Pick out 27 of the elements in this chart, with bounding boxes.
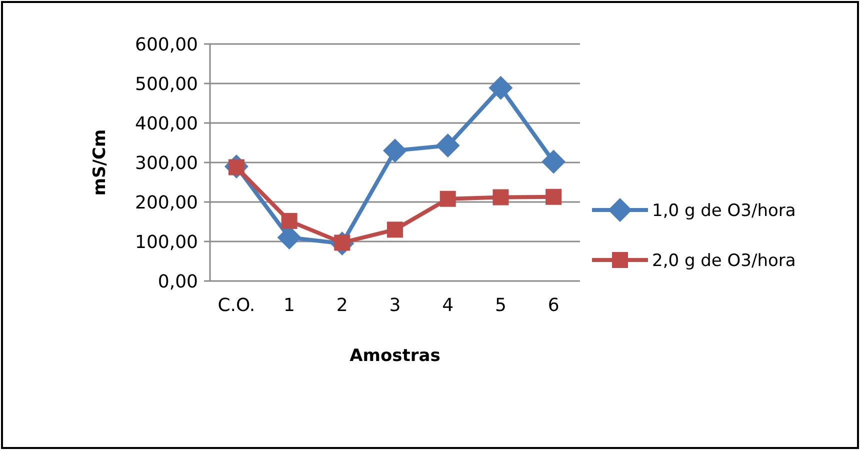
y-tick-label: 0,00	[158, 271, 198, 292]
y-tick-label: 400,00	[135, 113, 198, 134]
y-tick-label: 500,00	[135, 74, 198, 95]
x-tick-label: 4	[442, 295, 454, 316]
legend-label: 2,0 g de O3/hora	[652, 250, 796, 271]
x-tick-label: C.O.	[218, 295, 256, 316]
point	[542, 150, 566, 174]
point	[387, 222, 403, 238]
point	[383, 138, 407, 163]
x-tick-label: 3	[389, 295, 401, 316]
y-tick-label: 200,00	[135, 192, 198, 214]
x-tick-label: 1	[284, 295, 296, 316]
y-tick-label: 600,00	[135, 34, 198, 56]
x-axis-title: Amostras	[350, 346, 440, 366]
point	[546, 188, 562, 205]
point	[492, 189, 509, 206]
x-tick-label: 6	[548, 295, 560, 316]
y-tick-label: 300,00	[135, 152, 198, 174]
y-tick-label: 100,00	[135, 232, 198, 253]
x-tick-label: 2	[336, 295, 348, 316]
legend-label: 1,0 g de O3/hora	[652, 200, 796, 221]
x-tick-label: 5	[494, 295, 506, 316]
point	[281, 212, 298, 229]
point	[436, 134, 460, 158]
point	[440, 190, 456, 207]
point	[488, 76, 513, 100]
y-axis-title: mS/Cm	[90, 129, 110, 196]
